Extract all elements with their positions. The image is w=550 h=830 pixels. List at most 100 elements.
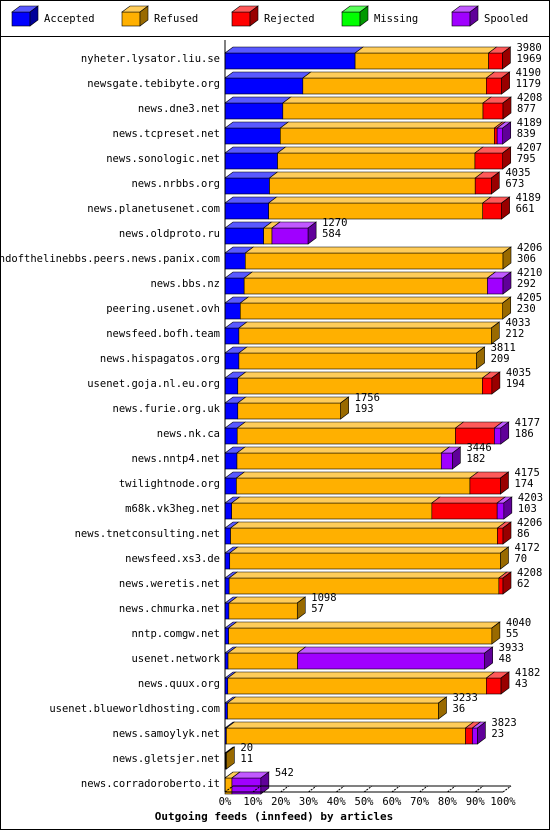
bar-segment-top xyxy=(430,496,507,504)
offered-label: 4177 xyxy=(515,417,540,429)
bar-segment-top xyxy=(229,521,507,529)
x-tick xyxy=(391,785,401,793)
accepted-label: 186 xyxy=(515,428,534,440)
offered-label: 1098 xyxy=(311,592,336,604)
bar-segment-top xyxy=(224,196,278,204)
accepted-label: 1969 xyxy=(516,53,541,65)
bar-segment xyxy=(228,577,500,595)
bar-segment-top xyxy=(224,146,287,154)
bar-side xyxy=(491,371,501,395)
bar-segment-top xyxy=(239,296,512,304)
bar-segment xyxy=(482,377,493,395)
bar-segment xyxy=(228,627,493,645)
offered-label: 4203 xyxy=(518,492,543,504)
accepted-label: 43 xyxy=(515,678,528,690)
x-tick-label: 60% xyxy=(382,796,402,808)
accepted-label: 103 xyxy=(518,503,537,515)
bar-side xyxy=(501,196,510,220)
offered-label: 4035 xyxy=(505,167,530,179)
bar-segment xyxy=(224,127,281,145)
legend-swatch xyxy=(121,11,141,27)
accepted-label: 55 xyxy=(506,628,519,640)
x-tick xyxy=(335,785,345,793)
bar-segment xyxy=(497,527,504,545)
bar-segment-top xyxy=(224,171,279,179)
accepted-label: 212 xyxy=(505,328,524,340)
category-label: usenet.blueworldhosting.com xyxy=(49,703,220,715)
category-label: news.bbs.nz xyxy=(150,278,220,290)
bar-side xyxy=(502,46,511,70)
bar-side xyxy=(502,571,512,595)
bar-segment xyxy=(244,252,504,270)
offered-label: 3823 xyxy=(491,717,516,729)
bar-segment xyxy=(472,727,478,745)
legend-swatch xyxy=(11,11,31,27)
legend-swatch-side xyxy=(29,5,39,27)
x-tick-label: 70% xyxy=(410,796,430,808)
bar-segment xyxy=(469,477,501,495)
bar-segment xyxy=(488,52,503,70)
bar-side xyxy=(501,71,510,95)
bar-segment xyxy=(487,277,504,295)
category-label: usenet.goja.nl.eu.org xyxy=(87,378,220,390)
bar-segment xyxy=(224,327,240,345)
x-tick-label: 90% xyxy=(466,796,486,808)
bar-segment xyxy=(494,427,502,445)
bar-segment xyxy=(224,277,245,295)
bar-side xyxy=(502,96,512,120)
bar-segment xyxy=(224,377,239,395)
offered-label: 3233 xyxy=(453,692,478,704)
category-label: news.nrbbs.org xyxy=(131,178,220,190)
bar-side xyxy=(260,771,270,795)
bar-segment xyxy=(474,177,492,195)
category-label: nyheter.lysator.liu.se xyxy=(81,53,220,65)
category-label: endofthelinebbs.peers.news.panix.com xyxy=(0,253,220,265)
bar-segment xyxy=(280,127,495,145)
bar-side xyxy=(477,721,486,745)
legend-swatch xyxy=(451,11,471,27)
x-tick-label: 100% xyxy=(490,796,516,808)
category-label: news.dne3.net xyxy=(138,103,220,115)
x-tick-label: 20% xyxy=(271,796,291,808)
bar-side xyxy=(491,171,500,195)
accepted-label: 877 xyxy=(517,103,536,115)
accepted-label: 62 xyxy=(517,578,530,590)
bar-segment xyxy=(227,652,298,670)
accepted-label: 306 xyxy=(517,253,536,265)
offered-label: 4207 xyxy=(517,142,542,154)
bar-segment-top xyxy=(279,121,504,129)
bar-segment xyxy=(224,177,270,195)
bar-segment-top xyxy=(228,546,510,554)
bar-segment xyxy=(496,127,504,145)
accepted-label: 193 xyxy=(355,403,374,415)
category-label: news.gletsjer.net xyxy=(113,753,220,765)
bar-side xyxy=(500,421,510,445)
bar-segment xyxy=(243,277,488,295)
bar-segment-top xyxy=(244,246,512,254)
bar-segment xyxy=(269,177,476,195)
bar-segment-top xyxy=(224,96,292,104)
bar-side xyxy=(476,346,485,370)
bar-segment xyxy=(277,152,476,170)
offered-label: 3446 xyxy=(466,442,491,454)
accepted-label: 661 xyxy=(516,203,535,215)
bar-segment xyxy=(224,527,231,545)
bar-segment-top xyxy=(281,96,492,104)
legend-swatch-side xyxy=(249,5,259,27)
offered-label: 4172 xyxy=(514,542,539,554)
bar-side xyxy=(502,146,512,170)
bar-segment xyxy=(231,502,433,520)
offered-label: 3811 xyxy=(491,342,516,354)
x-tick xyxy=(308,785,317,793)
category-label: newsgate.tebibyte.org xyxy=(87,78,220,90)
category-label: nntp.comgw.net xyxy=(131,628,220,640)
bar-segment-top xyxy=(301,71,496,79)
x-tick xyxy=(280,785,289,793)
bar-segment-top xyxy=(227,646,307,654)
bar-side xyxy=(438,696,447,720)
legend-swatch xyxy=(231,11,251,27)
bar-segment xyxy=(236,427,456,445)
category-label: news.furie.org.uk xyxy=(113,403,221,415)
offered-label: 542 xyxy=(275,767,294,779)
